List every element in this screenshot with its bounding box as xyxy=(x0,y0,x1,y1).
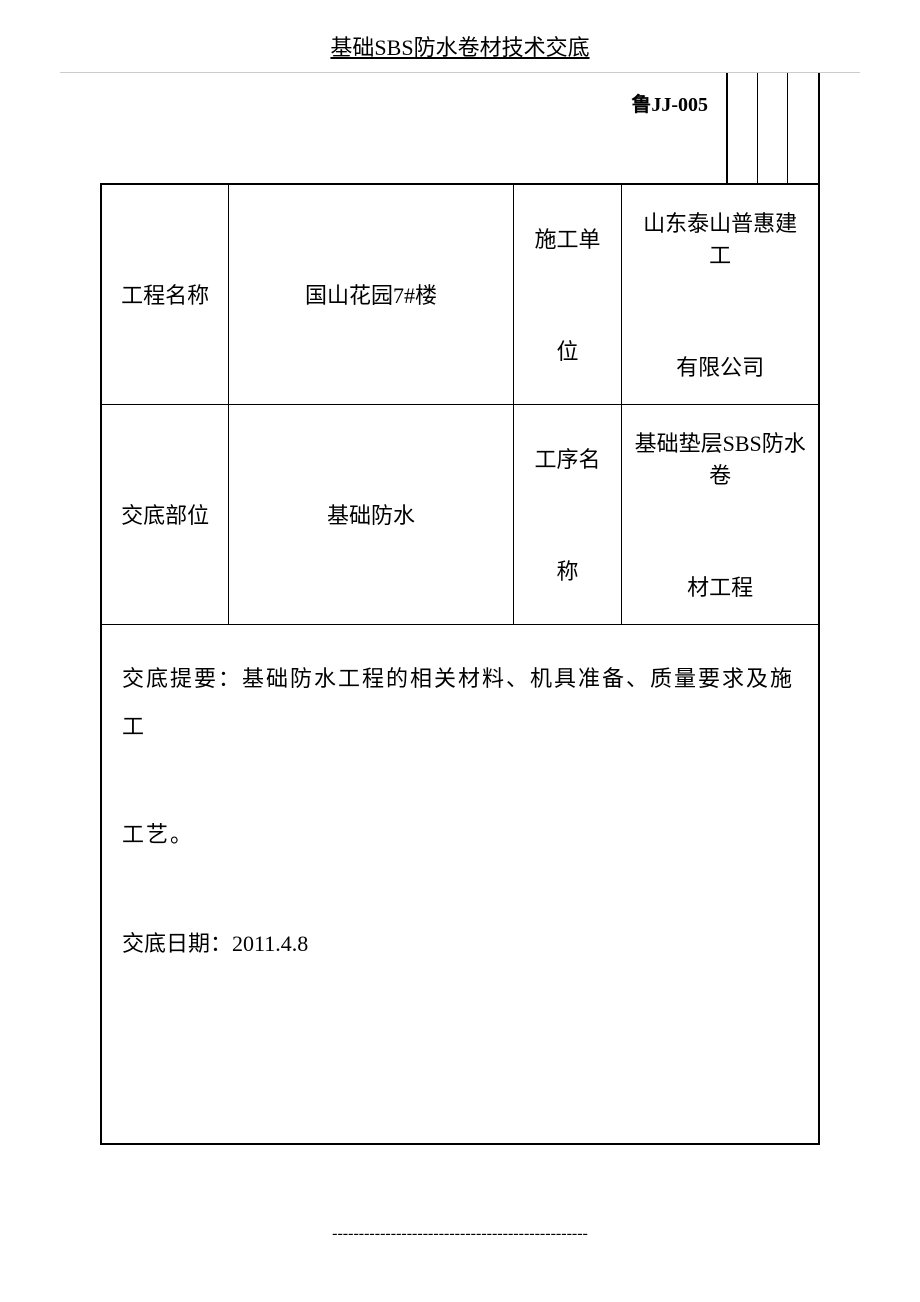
doc-code-row: 鲁JJ-005 xyxy=(0,73,820,183)
summary-line1: 交底提要：基础防水工程的相关材料、机具准备、质量要求及施工 xyxy=(122,655,798,752)
main-table: 工程名称 国山花园7#楼 施工单 位 山东泰山普惠建工 有限公司 交底部位 基础… xyxy=(100,183,820,1145)
construction-unit-label: 施工单 位 xyxy=(513,184,622,404)
process-name-label: 工序名 称 xyxy=(513,404,622,624)
info-row-2: 交底部位 基础防水 工序名 称 基础垫层SBS防水卷 材工程 xyxy=(101,404,819,624)
construction-unit-value: 山东泰山普惠建工 有限公司 xyxy=(622,184,819,404)
disclosure-part-value: 基础防水 xyxy=(229,404,513,624)
doc-code-box xyxy=(728,73,758,183)
process-name-value-line2: 材工程 xyxy=(687,570,753,602)
content-cell: 交底提要：基础防水工程的相关材料、机具准备、质量要求及施工 工艺。 交底日期：2… xyxy=(101,624,819,1144)
doc-code-box xyxy=(788,73,818,183)
construction-unit-label-line2: 位 xyxy=(557,334,579,366)
process-name-value: 基础垫层SBS防水卷 材工程 xyxy=(622,404,819,624)
content-row: 交底提要：基础防水工程的相关材料、机具准备、质量要求及施工 工艺。 交底日期：2… xyxy=(101,624,819,1144)
construction-unit-label-line1: 施工单 xyxy=(535,222,601,254)
date-value: 2011.4.8 xyxy=(232,931,308,956)
doc-code-box xyxy=(758,73,788,183)
construction-unit-value-line2: 有限公司 xyxy=(676,350,764,382)
construction-unit-value-line1: 山东泰山普惠建工 xyxy=(632,206,808,270)
doc-code-boxes xyxy=(728,73,820,183)
summary-line2: 工艺。 xyxy=(122,811,798,859)
disclosure-date: 交底日期：2011.4.8 xyxy=(122,920,798,968)
doc-code: 鲁JJ-005 xyxy=(619,73,728,183)
process-name-value-line1: 基础垫层SBS防水卷 xyxy=(632,426,808,490)
process-name-label-line1: 工序名 xyxy=(535,442,601,474)
disclosure-part-label: 交底部位 xyxy=(101,404,229,624)
date-label-text: 交底日期： xyxy=(122,931,232,956)
info-row-1: 工程名称 国山花园7#楼 施工单 位 山东泰山普惠建工 有限公司 xyxy=(101,184,819,404)
project-name-label: 工程名称 xyxy=(101,184,229,404)
footer-divider: ----------------------------------------… xyxy=(0,1225,920,1243)
project-name-value: 国山花园7#楼 xyxy=(229,184,513,404)
page-title: 基础SBS防水卷材技术交底 xyxy=(60,20,860,73)
content-block: 交底提要：基础防水工程的相关材料、机具准备、质量要求及施工 工艺。 交底日期：2… xyxy=(122,655,798,969)
process-name-label-line2: 称 xyxy=(557,554,579,586)
